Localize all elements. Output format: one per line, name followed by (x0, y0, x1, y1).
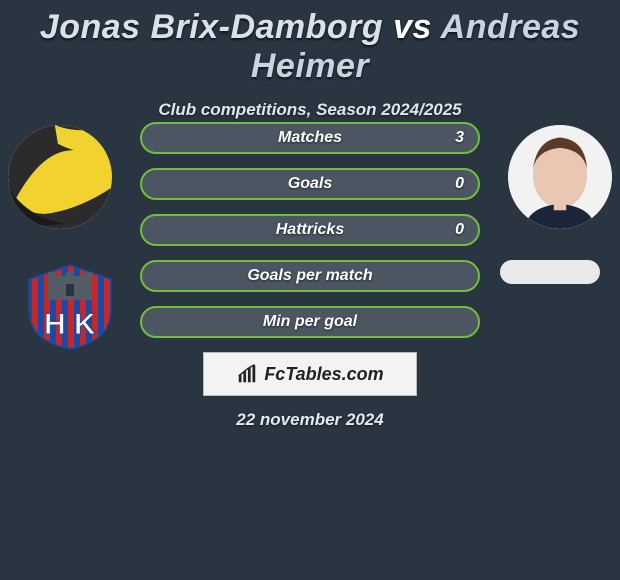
stat-label: Goals (288, 175, 332, 193)
player-a-name: Jonas Brix-Damborg (40, 8, 383, 46)
vs-separator: vs (393, 8, 432, 46)
stat-row-goals: Goals 0 (140, 168, 480, 200)
bar-chart-icon (236, 363, 258, 385)
svg-text:H: H (44, 308, 66, 341)
stat-label: Matches (278, 129, 342, 147)
stat-bars: Matches 3 Goals 0 Hattricks 0 Goals per … (140, 122, 480, 352)
stat-value-right: 3 (455, 129, 464, 147)
club-badge-left: H K (20, 260, 120, 350)
brand-box[interactable]: FcTables.com (203, 352, 417, 396)
stat-value-right: 0 (455, 175, 464, 193)
stat-label: Min per goal (263, 313, 357, 331)
stat-row-goals-per-match: Goals per match (140, 260, 480, 292)
stat-label: Goals per match (247, 267, 372, 285)
subtitle: Club competitions, Season 2024/2025 (0, 100, 620, 120)
stat-row-matches: Matches 3 (140, 122, 480, 154)
stat-label: Hattricks (276, 221, 344, 239)
stat-row-hattricks: Hattricks 0 (140, 214, 480, 246)
comparison-card: Jonas Brix-Damborg vs Andreas Heimer Clu… (0, 0, 620, 580)
brand-text: FcTables.com (264, 364, 383, 385)
date-label: 22 november 2024 (0, 410, 620, 430)
svg-text:K: K (74, 308, 96, 341)
page-title: Jonas Brix-Damborg vs Andreas Heimer (0, 0, 620, 86)
club-badge-right (500, 260, 600, 284)
stat-value-right: 0 (455, 221, 464, 239)
player-b-avatar (508, 125, 612, 229)
player-a-avatar (8, 125, 112, 229)
stat-row-min-per-goal: Min per goal (140, 306, 480, 338)
